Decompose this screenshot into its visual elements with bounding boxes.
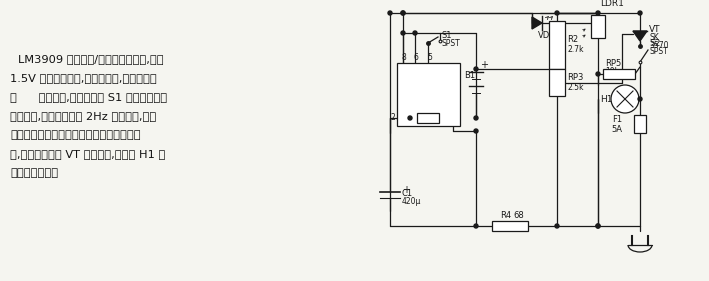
Text: F1: F1 xyxy=(612,114,622,124)
Circle shape xyxy=(596,224,600,228)
Text: S1: S1 xyxy=(442,31,452,40)
Text: +: + xyxy=(402,185,410,195)
Text: RP5: RP5 xyxy=(605,60,621,69)
Text: VD1: VD1 xyxy=(538,31,555,40)
Text: 随之交替闪亮。: 随之交替闪亮。 xyxy=(10,168,58,178)
Text: 图      所示电路,当合上开关 S1 后电路便开始: 图 所示电路,当合上开关 S1 后电路便开始 xyxy=(10,92,167,102)
Text: C1: C1 xyxy=(402,189,413,198)
Bar xyxy=(492,221,528,231)
Text: B1: B1 xyxy=(464,71,475,80)
Text: H1: H1 xyxy=(600,94,613,103)
Polygon shape xyxy=(633,31,647,41)
Text: 68: 68 xyxy=(513,212,524,221)
Circle shape xyxy=(555,224,559,228)
Circle shape xyxy=(474,116,478,120)
Circle shape xyxy=(474,129,478,133)
Circle shape xyxy=(638,97,642,101)
Text: 5A: 5A xyxy=(611,124,622,133)
Polygon shape xyxy=(532,17,542,29)
Text: LM3909: LM3909 xyxy=(410,94,446,103)
Text: 420μ: 420μ xyxy=(402,196,421,205)
Text: LM3909 是闪光器/振荡器集成电路,采用: LM3909 是闪光器/振荡器集成电路,采用 xyxy=(18,54,164,64)
Text: 4: 4 xyxy=(455,114,460,123)
Circle shape xyxy=(401,31,405,35)
Bar xyxy=(549,21,565,69)
Circle shape xyxy=(555,11,559,15)
Bar xyxy=(603,69,635,79)
Circle shape xyxy=(611,85,639,113)
Circle shape xyxy=(401,11,405,15)
Circle shape xyxy=(408,116,412,120)
Text: 2.5k: 2.5k xyxy=(567,83,584,92)
Text: 2.7k: 2.7k xyxy=(567,46,584,55)
Circle shape xyxy=(474,224,478,228)
Text: 产生振荡,闪光频率约为 2Hz 的光信号,通过: 产生振荡,闪光频率约为 2Hz 的光信号,通过 xyxy=(10,111,156,121)
Bar xyxy=(397,63,460,126)
Bar xyxy=(591,15,605,38)
Text: 1.5V 电源即可工作,故安全性高,不会损坏。: 1.5V 电源即可工作,故安全性高,不会损坏。 xyxy=(10,73,157,83)
Text: 10k: 10k xyxy=(605,67,619,76)
Bar xyxy=(634,115,646,133)
Text: VT: VT xyxy=(649,24,661,33)
Text: R2: R2 xyxy=(567,35,578,44)
Text: 3570: 3570 xyxy=(649,40,669,49)
Text: 5: 5 xyxy=(427,53,432,62)
Text: U1: U1 xyxy=(422,80,434,89)
Text: SK: SK xyxy=(649,33,659,42)
Circle shape xyxy=(413,31,417,35)
Text: 2: 2 xyxy=(390,114,395,123)
Circle shape xyxy=(596,11,600,15)
Text: +: + xyxy=(480,60,488,70)
Text: SPST: SPST xyxy=(649,47,668,56)
Circle shape xyxy=(596,72,600,76)
Text: 发光二极管传递到交流高压电路中的光敏电: 发光二极管传递到交流高压电路中的光敏电 xyxy=(10,130,140,140)
Text: R4: R4 xyxy=(500,212,511,221)
Bar xyxy=(549,69,565,96)
Text: LDR1: LDR1 xyxy=(600,0,624,8)
Bar xyxy=(417,113,439,123)
Circle shape xyxy=(388,11,392,15)
Text: S2: S2 xyxy=(649,40,660,49)
Text: 8: 8 xyxy=(401,53,406,62)
Text: RP3: RP3 xyxy=(567,74,584,83)
Text: SPST: SPST xyxy=(442,38,461,47)
Circle shape xyxy=(638,11,642,15)
Text: R1: R1 xyxy=(423,103,434,112)
Circle shape xyxy=(401,11,405,15)
Circle shape xyxy=(474,67,478,71)
Circle shape xyxy=(596,224,600,228)
Text: 阻,使单向晶闸管 VT 交替导通,白炽灯 H1 也: 阻,使单向晶闸管 VT 交替导通,白炽灯 H1 也 xyxy=(10,149,165,159)
Text: 6: 6 xyxy=(414,53,419,62)
